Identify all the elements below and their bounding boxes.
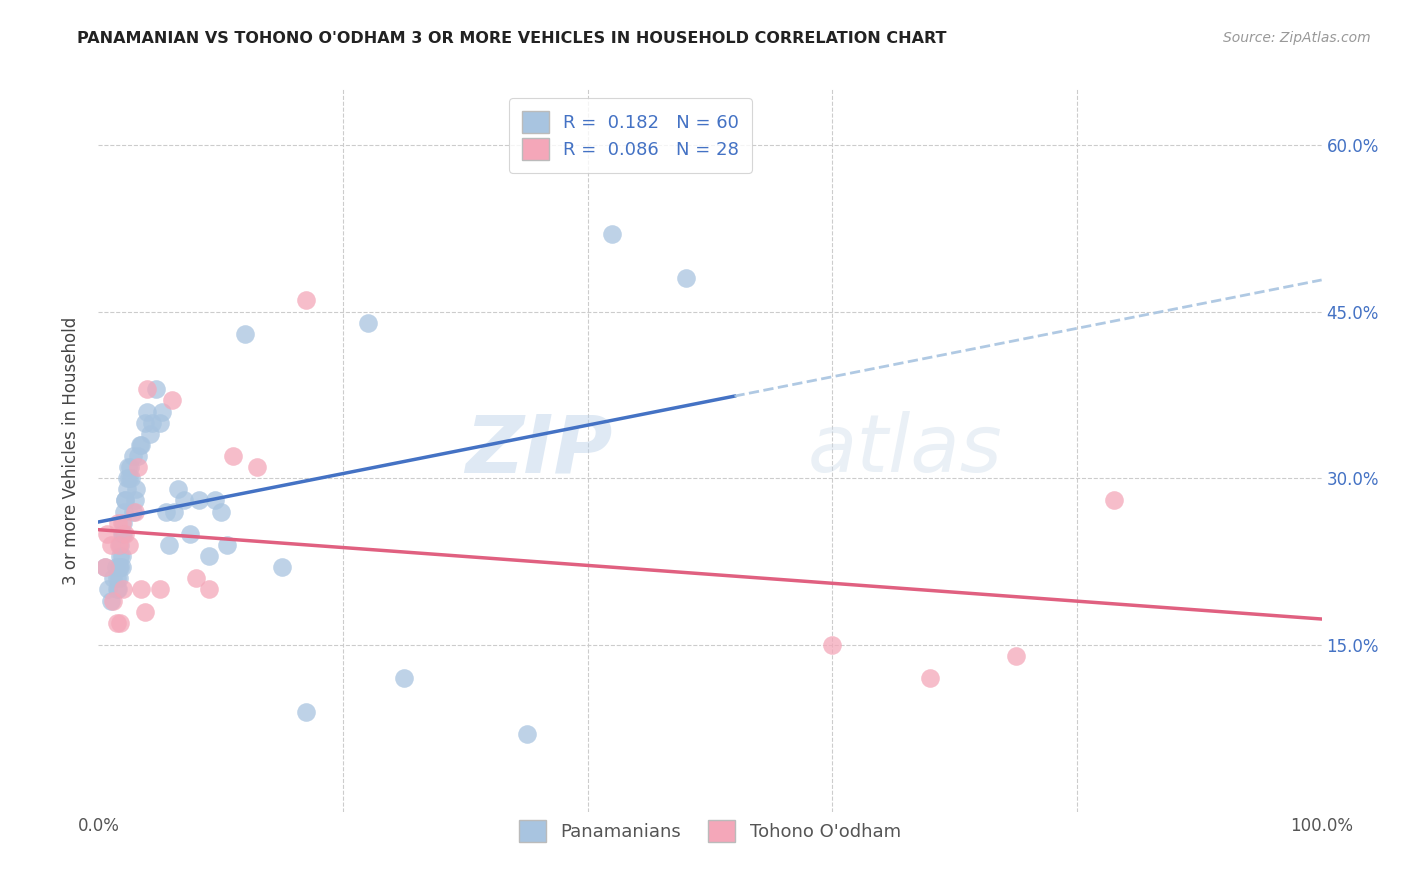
- Point: [111, 526, 134, 541]
- Point: [104, 560, 127, 574]
- Point: [173, 493, 195, 508]
- Point: [155, 505, 177, 519]
- Text: PANAMANIAN VS TOHONO O'ODHAM 3 OR MORE VEHICLES IN HOUSEHOLD CORRELATION CHART: PANAMANIAN VS TOHONO O'ODHAM 3 OR MORE V…: [77, 31, 946, 46]
- Point: [105, 571, 128, 585]
- Text: ZIP: ZIP: [465, 411, 612, 490]
- Point: [209, 505, 232, 519]
- Point: [101, 571, 124, 585]
- Point: [136, 404, 159, 418]
- Point: [117, 460, 139, 475]
- Point: [111, 560, 134, 574]
- Point: [392, 671, 416, 685]
- Point: [145, 382, 167, 396]
- Point: [118, 471, 141, 485]
- Point: [920, 671, 942, 685]
- Point: [129, 582, 152, 597]
- Point: [356, 316, 378, 330]
- Point: [139, 426, 162, 441]
- Point: [118, 538, 141, 552]
- Point: [295, 705, 318, 719]
- Point: [179, 526, 201, 541]
- Point: [114, 493, 136, 508]
- Point: [270, 560, 294, 574]
- Point: [204, 493, 226, 508]
- Point: [246, 460, 269, 475]
- Legend: Panamanians, Tohono O'odham: Panamanians, Tohono O'odham: [512, 814, 908, 850]
- Point: [129, 438, 152, 452]
- Point: [675, 271, 697, 285]
- Point: [125, 483, 148, 497]
- Point: [295, 293, 318, 308]
- Point: [187, 493, 209, 508]
- Y-axis label: 3 or more Vehicles in Household: 3 or more Vehicles in Household: [62, 317, 80, 584]
- Point: [105, 582, 128, 597]
- Point: [110, 560, 132, 574]
- Point: [110, 538, 132, 552]
- Point: [101, 593, 124, 607]
- Text: Source: ZipAtlas.com: Source: ZipAtlas.com: [1223, 31, 1371, 45]
- Point: [157, 538, 180, 552]
- Point: [108, 560, 131, 574]
- Point: [111, 516, 134, 530]
- Point: [233, 326, 256, 341]
- Point: [127, 460, 149, 475]
- Point: [120, 460, 142, 475]
- Point: [129, 438, 152, 452]
- Point: [120, 471, 142, 485]
- Point: [124, 505, 146, 519]
- Point: [93, 560, 115, 574]
- Point: [111, 582, 134, 597]
- Point: [97, 582, 120, 597]
- Point: [114, 526, 136, 541]
- Point: [107, 516, 129, 530]
- Point: [134, 605, 156, 619]
- Point: [121, 449, 143, 463]
- Point: [149, 416, 172, 430]
- Point: [821, 638, 844, 652]
- Point: [100, 538, 122, 552]
- Point: [141, 416, 163, 430]
- Point: [108, 538, 131, 552]
- Point: [1004, 649, 1026, 664]
- Point: [149, 582, 172, 597]
- Point: [111, 549, 134, 563]
- Point: [111, 526, 134, 541]
- Point: [108, 571, 131, 585]
- Point: [110, 615, 132, 630]
- Point: [114, 493, 136, 508]
- Text: atlas: atlas: [808, 411, 1002, 490]
- Point: [186, 571, 208, 585]
- Point: [93, 560, 115, 574]
- Point: [96, 526, 118, 541]
- Point: [197, 549, 219, 563]
- Point: [110, 549, 132, 563]
- Point: [115, 471, 138, 485]
- Point: [600, 227, 623, 241]
- Point: [121, 505, 143, 519]
- Point: [160, 393, 183, 408]
- Point: [215, 538, 238, 552]
- Point: [515, 727, 537, 741]
- Point: [136, 382, 159, 396]
- Point: [134, 416, 156, 430]
- Point: [124, 493, 146, 508]
- Point: [150, 404, 173, 418]
- Point: [167, 483, 190, 497]
- Point: [100, 593, 122, 607]
- Point: [127, 449, 149, 463]
- Point: [107, 582, 129, 597]
- Point: [111, 516, 134, 530]
- Point: [1102, 493, 1125, 508]
- Point: [197, 582, 219, 597]
- Point: [222, 449, 245, 463]
- Point: [163, 505, 186, 519]
- Point: [105, 615, 128, 630]
- Point: [115, 483, 138, 497]
- Point: [112, 505, 135, 519]
